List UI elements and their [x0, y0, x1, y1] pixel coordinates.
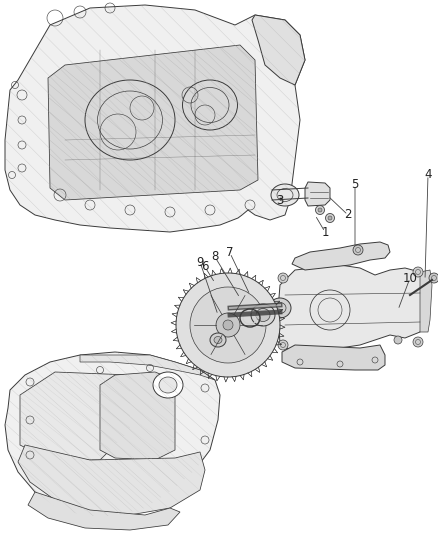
Ellipse shape [269, 298, 291, 318]
Polygon shape [100, 372, 175, 460]
Text: 3: 3 [276, 193, 284, 206]
Circle shape [325, 214, 335, 222]
Text: 9: 9 [196, 255, 204, 269]
Polygon shape [278, 265, 425, 352]
Polygon shape [282, 345, 385, 370]
Polygon shape [292, 242, 390, 270]
Circle shape [394, 336, 402, 344]
Text: 10: 10 [403, 271, 417, 285]
Ellipse shape [251, 304, 275, 326]
Circle shape [216, 313, 240, 337]
Circle shape [315, 206, 325, 214]
Ellipse shape [214, 336, 222, 343]
Polygon shape [48, 45, 258, 200]
Circle shape [176, 273, 280, 377]
Polygon shape [20, 372, 130, 460]
Circle shape [429, 273, 438, 283]
Ellipse shape [159, 377, 177, 393]
Text: 6: 6 [201, 261, 209, 273]
Polygon shape [5, 352, 220, 516]
Ellipse shape [153, 372, 183, 398]
Text: 5: 5 [351, 179, 359, 191]
Polygon shape [305, 182, 330, 206]
Circle shape [223, 320, 233, 330]
Circle shape [318, 208, 322, 212]
Text: 1: 1 [321, 225, 329, 238]
Polygon shape [18, 445, 205, 515]
Polygon shape [5, 5, 305, 232]
Ellipse shape [256, 309, 270, 321]
Circle shape [278, 340, 288, 350]
Circle shape [353, 245, 363, 255]
Circle shape [328, 216, 332, 220]
Polygon shape [80, 355, 215, 380]
Text: 8: 8 [211, 251, 219, 263]
Text: 4: 4 [424, 168, 432, 182]
Circle shape [278, 273, 288, 283]
Text: 2: 2 [344, 208, 352, 222]
Circle shape [413, 267, 423, 277]
Text: 7: 7 [226, 246, 234, 260]
Circle shape [413, 337, 423, 347]
Polygon shape [252, 15, 305, 85]
Circle shape [190, 287, 266, 363]
Ellipse shape [210, 333, 226, 347]
Polygon shape [420, 270, 432, 332]
Polygon shape [28, 492, 180, 530]
Ellipse shape [271, 184, 299, 206]
